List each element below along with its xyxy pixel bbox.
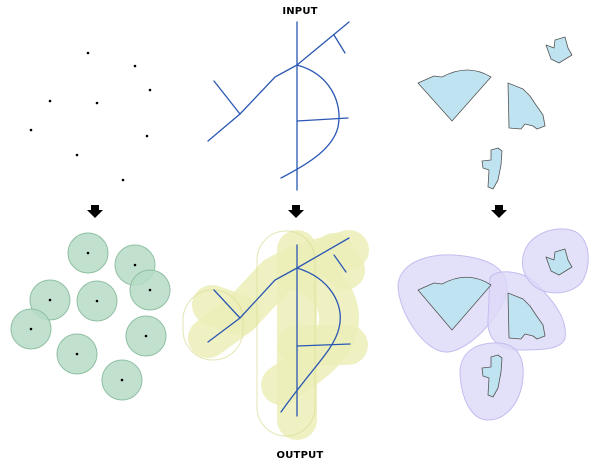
input-polygon [481, 147, 503, 190]
down-arrow-icon [491, 205, 507, 218]
down-arrow-icon [87, 205, 103, 218]
input-polygons [417, 36, 573, 190]
output-polygon [481, 354, 503, 398]
input-lines [207, 21, 350, 191]
output-point [144, 334, 148, 338]
input-line [213, 80, 241, 115]
output-point [48, 298, 52, 302]
down-arrow-icon [288, 205, 304, 218]
input-point [95, 101, 99, 105]
input-line [333, 34, 346, 54]
output-polygons [417, 248, 573, 398]
input-point [29, 128, 33, 132]
output-polygon [545, 248, 573, 276]
output-line [296, 343, 351, 347]
input-point [48, 99, 52, 103]
output-point [29, 327, 33, 331]
output-line [333, 254, 347, 273]
output-line-buffer-edges [182, 230, 316, 437]
input-point [148, 88, 152, 92]
input-line [280, 64, 340, 179]
output-point [75, 352, 79, 356]
input-polygon [507, 82, 546, 130]
output-point [120, 378, 124, 382]
input-polygon [545, 36, 573, 64]
input-line [207, 64, 298, 142]
output-line [207, 267, 298, 343]
input-point [145, 134, 149, 138]
input-point [86, 51, 90, 55]
output-polygon [417, 276, 492, 331]
output-point [133, 263, 137, 267]
output-point [86, 251, 90, 255]
output-polygon [507, 292, 546, 340]
output-label: OUTPUT [276, 450, 324, 461]
input-point [133, 64, 137, 68]
arrows [87, 205, 507, 218]
input-points [29, 51, 152, 182]
input-label: INPUT [282, 6, 318, 17]
output-point-buffers [10, 232, 171, 401]
output-line [213, 289, 241, 319]
line-buffer-edge [256, 230, 316, 437]
line-buffer-edge [182, 289, 244, 361]
input-polygon [417, 69, 492, 122]
input-line [296, 21, 350, 66]
input-line [296, 117, 349, 122]
output-line [280, 267, 341, 413]
output-line-buffers [188, 230, 369, 440]
output-point [148, 288, 152, 292]
output-lines [207, 237, 351, 417]
output-point [95, 299, 99, 303]
output-points [29, 251, 152, 382]
input-point [75, 153, 79, 157]
input-point [121, 178, 125, 182]
output-line [296, 237, 350, 269]
